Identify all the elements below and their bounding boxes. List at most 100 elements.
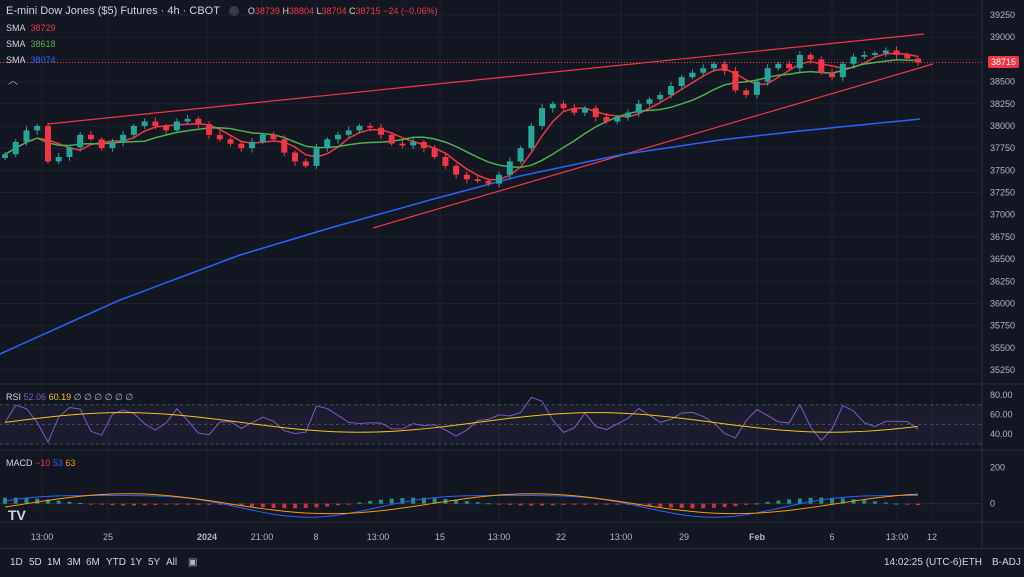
macd-histogram-bar (78, 502, 83, 504)
candle-body (721, 63, 728, 71)
price-tick-label: 37000 (990, 210, 1015, 220)
candle-body (249, 141, 256, 149)
price-tick-label: 36500 (990, 254, 1015, 264)
macd-histogram-bar (819, 497, 824, 504)
candle-body (270, 134, 277, 140)
candle-body (646, 99, 653, 104)
candle-body (130, 125, 137, 135)
macd-histogram-bar (174, 503, 179, 505)
macd-histogram-bar (368, 500, 373, 504)
candle-body (259, 134, 266, 142)
sma-legend-3[interactable]: SMA 38074 (6, 55, 56, 65)
candle-body (367, 125, 374, 128)
sma-fast-line (4, 52, 919, 181)
macd-histogram-bar (765, 501, 770, 504)
macd-histogram-bar (787, 499, 792, 504)
candle-body (732, 70, 739, 91)
time-tick-label: 13:00 (31, 532, 54, 542)
candle-body (453, 165, 460, 175)
timeframe-6m[interactable]: 6M (86, 557, 100, 568)
timeframe-1d[interactable]: 1D (10, 557, 23, 568)
macd-histogram-bar (679, 503, 684, 509)
macd-legend[interactable]: MACD −10 53 63 (6, 458, 76, 468)
macd-histogram-bar (701, 503, 706, 509)
timeframe-all[interactable]: All (166, 557, 178, 568)
timeframe-ytd[interactable]: YTD (106, 557, 126, 568)
macd-histogram-bar (840, 498, 845, 504)
candles (2, 46, 921, 188)
candle-body (334, 134, 341, 140)
candle-body (893, 50, 900, 55)
price-tick-label: 36000 (990, 298, 1015, 308)
candle-body (506, 161, 513, 175)
macd-histogram-bar (131, 503, 136, 506)
macd-histogram-bar (56, 500, 61, 504)
timeframe-3m[interactable]: 3M (67, 557, 81, 568)
collapse-legend-icon[interactable]: ︿ (8, 76, 18, 87)
candle-body (44, 125, 51, 162)
macd-histogram-bar (121, 503, 126, 506)
timeframe-5y[interactable]: 5Y (148, 557, 161, 568)
macd-histogram-bar (668, 503, 673, 508)
tradingview-logo-icon[interactable]: TV (8, 507, 26, 523)
macd-histogram-bar (271, 503, 276, 508)
time-tick-label: 13:00 (886, 532, 909, 542)
price-tick-label: 37250 (990, 188, 1015, 198)
macd-histogram-bar (808, 497, 813, 504)
candle-body (163, 125, 170, 131)
candle-body (431, 148, 438, 157)
time-tick-label: 21:00 (251, 532, 274, 542)
candle-body (753, 81, 760, 95)
macd-histogram-bar (454, 499, 459, 504)
macd-histogram-bar (733, 503, 738, 507)
candle-body (657, 94, 664, 100)
price-tick-label: 37500 (990, 165, 1015, 175)
price-change: −24 (−0.06%) (383, 6, 438, 16)
candle-body (667, 86, 674, 95)
timeframe-5d[interactable]: 5D (29, 557, 42, 568)
lower-trendline (372, 63, 934, 229)
symbol-legend[interactable]: E-mini Dow Jones ($5) Futures · 4h · CBO… (6, 5, 438, 17)
clock[interactable]: 14:02:25 (UTC-6) (884, 557, 962, 568)
macd-histogram-bar (335, 503, 340, 506)
macd-histogram-bar (711, 503, 716, 508)
macd-histogram-bar (797, 498, 802, 504)
timeframe-1y[interactable]: 1Y (130, 557, 143, 568)
price-axis: 3925039000387503850038250380003775037500… (990, 10, 1015, 375)
sma-legend-1[interactable]: SMA 38729 (6, 23, 56, 33)
candle-body (624, 112, 631, 118)
macd-histogram-bar (185, 503, 190, 505)
candle-body (216, 134, 223, 140)
candle-body (34, 125, 41, 131)
candle-body (206, 124, 213, 135)
macd-histogram-bar (421, 497, 426, 504)
macd-histogram-bar (658, 503, 663, 507)
sma-legend-2[interactable]: SMA 38618 (6, 39, 56, 49)
price-tick-label: 39000 (990, 32, 1015, 42)
candle-body (582, 108, 589, 113)
macd-tick-label: 200 (990, 462, 1005, 472)
candle-body (818, 59, 825, 73)
macd-histogram-bar (647, 503, 652, 507)
time-tick-label: 12 (927, 532, 937, 542)
macd-histogram-bar (314, 503, 319, 508)
candle-body (528, 125, 535, 149)
macd-histogram-bar (862, 500, 867, 504)
macd-histogram-bar (110, 503, 115, 506)
adjustment-toggle[interactable]: B-ADJ (992, 557, 1021, 568)
rsi-legend[interactable]: RSI 52.06 60.19 ∅ ∅ ∅ ∅ ∅ ∅ (6, 392, 134, 402)
candle-body (98, 139, 105, 149)
macd-histogram-bar (615, 503, 620, 505)
timeframe-1m[interactable]: 1M (47, 557, 61, 568)
macd-histogram-bar (303, 503, 308, 508)
candle-body (882, 50, 889, 54)
time-tick-label: 2024 (197, 532, 217, 542)
macd-histogram-bar (894, 503, 899, 505)
session-toggle[interactable]: ETH (962, 557, 982, 568)
date-range-icon[interactable]: ▣ (188, 557, 198, 568)
candle-body (592, 108, 599, 118)
macd-histogram-bar (432, 498, 437, 504)
candle-body (173, 121, 180, 131)
macd-histogram-bar (464, 501, 469, 504)
